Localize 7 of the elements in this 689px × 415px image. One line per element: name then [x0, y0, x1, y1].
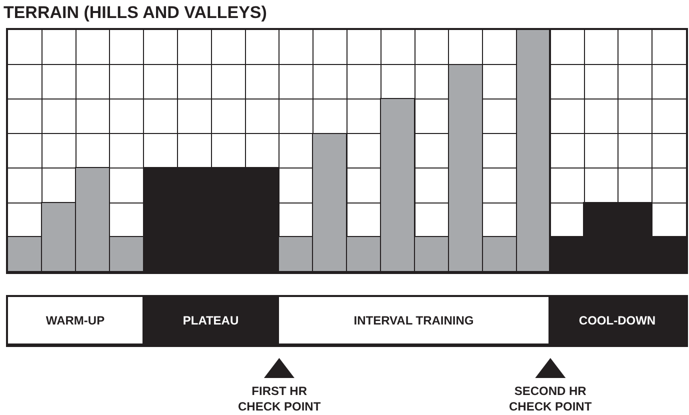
series-label: WARM-UP — [46, 313, 105, 328]
chart-title: TERRAIN (HILLS AND VALLEYS) — [3, 2, 267, 22]
text: SECOND HR CHECK POINT — [509, 384, 592, 414]
series-label: COOL-DOWN — [578, 313, 656, 328]
series-label: INTERVAL TRAINING — [354, 313, 474, 328]
text: FIRST HR CHECK POINT — [238, 384, 322, 414]
series-label: PLATEAU — [182, 313, 239, 328]
